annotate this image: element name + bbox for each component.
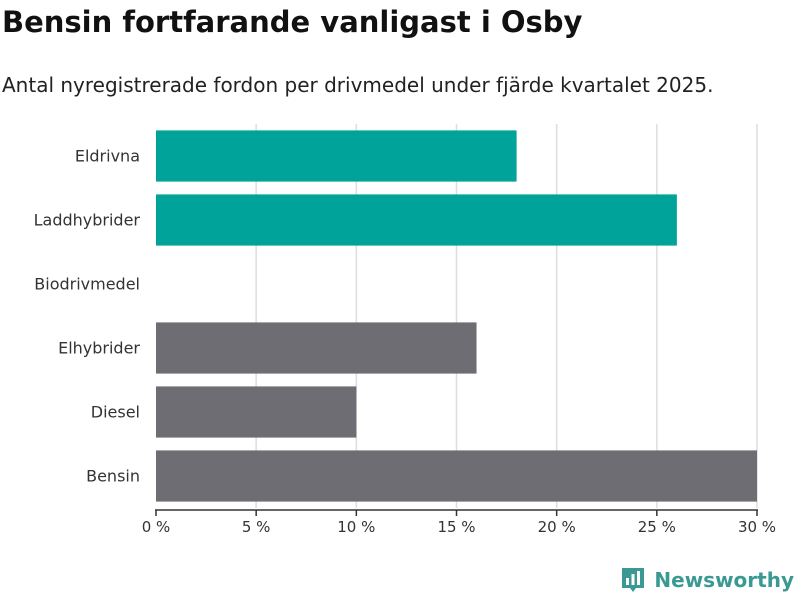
category-label: Biodrivmedel [34,275,140,294]
newsworthy-logo-icon [622,568,645,592]
category-labels: Eldrivna Laddhybrider Biodrivmedel Elhybrid… [34,147,141,486]
bars [156,130,757,502]
bar-bensin [156,450,757,502]
bar-eldrivna [156,130,517,182]
grid-lines [255,124,758,508]
x-tick-label: 15 % [437,518,475,536]
newsworthy-logo: Newsworthy [620,566,794,594]
category-label: Diesel [91,403,140,422]
category-label: Eldrivna [75,147,140,166]
x-tick-label: 10 % [337,518,375,536]
x-tick-label: 0 % [142,518,171,536]
x-tick-label: 30 % [738,518,776,536]
chart-subtitle: Antal nyregistrerade fordon per drivmede… [2,73,714,97]
x-tick-label: 25 % [638,518,676,536]
category-label: Bensin [86,467,140,486]
category-label: Laddhybrider [34,211,141,230]
newsworthy-logo-text: Newsworthy [654,568,794,592]
chart-title: Bensin fortfarande vanligast i Osby [2,5,583,39]
x-tick-label: 5 % [242,518,271,536]
bar-elhybrider [156,322,477,374]
x-tick-label: 20 % [538,518,576,536]
x-axis-ticks: 0 % 5 % 10 % 15 % 20 % 25 % 30 % [142,510,776,536]
bar-diesel [156,386,357,438]
bar-laddhybrider [156,194,677,246]
category-label: Elhybrider [58,339,140,358]
